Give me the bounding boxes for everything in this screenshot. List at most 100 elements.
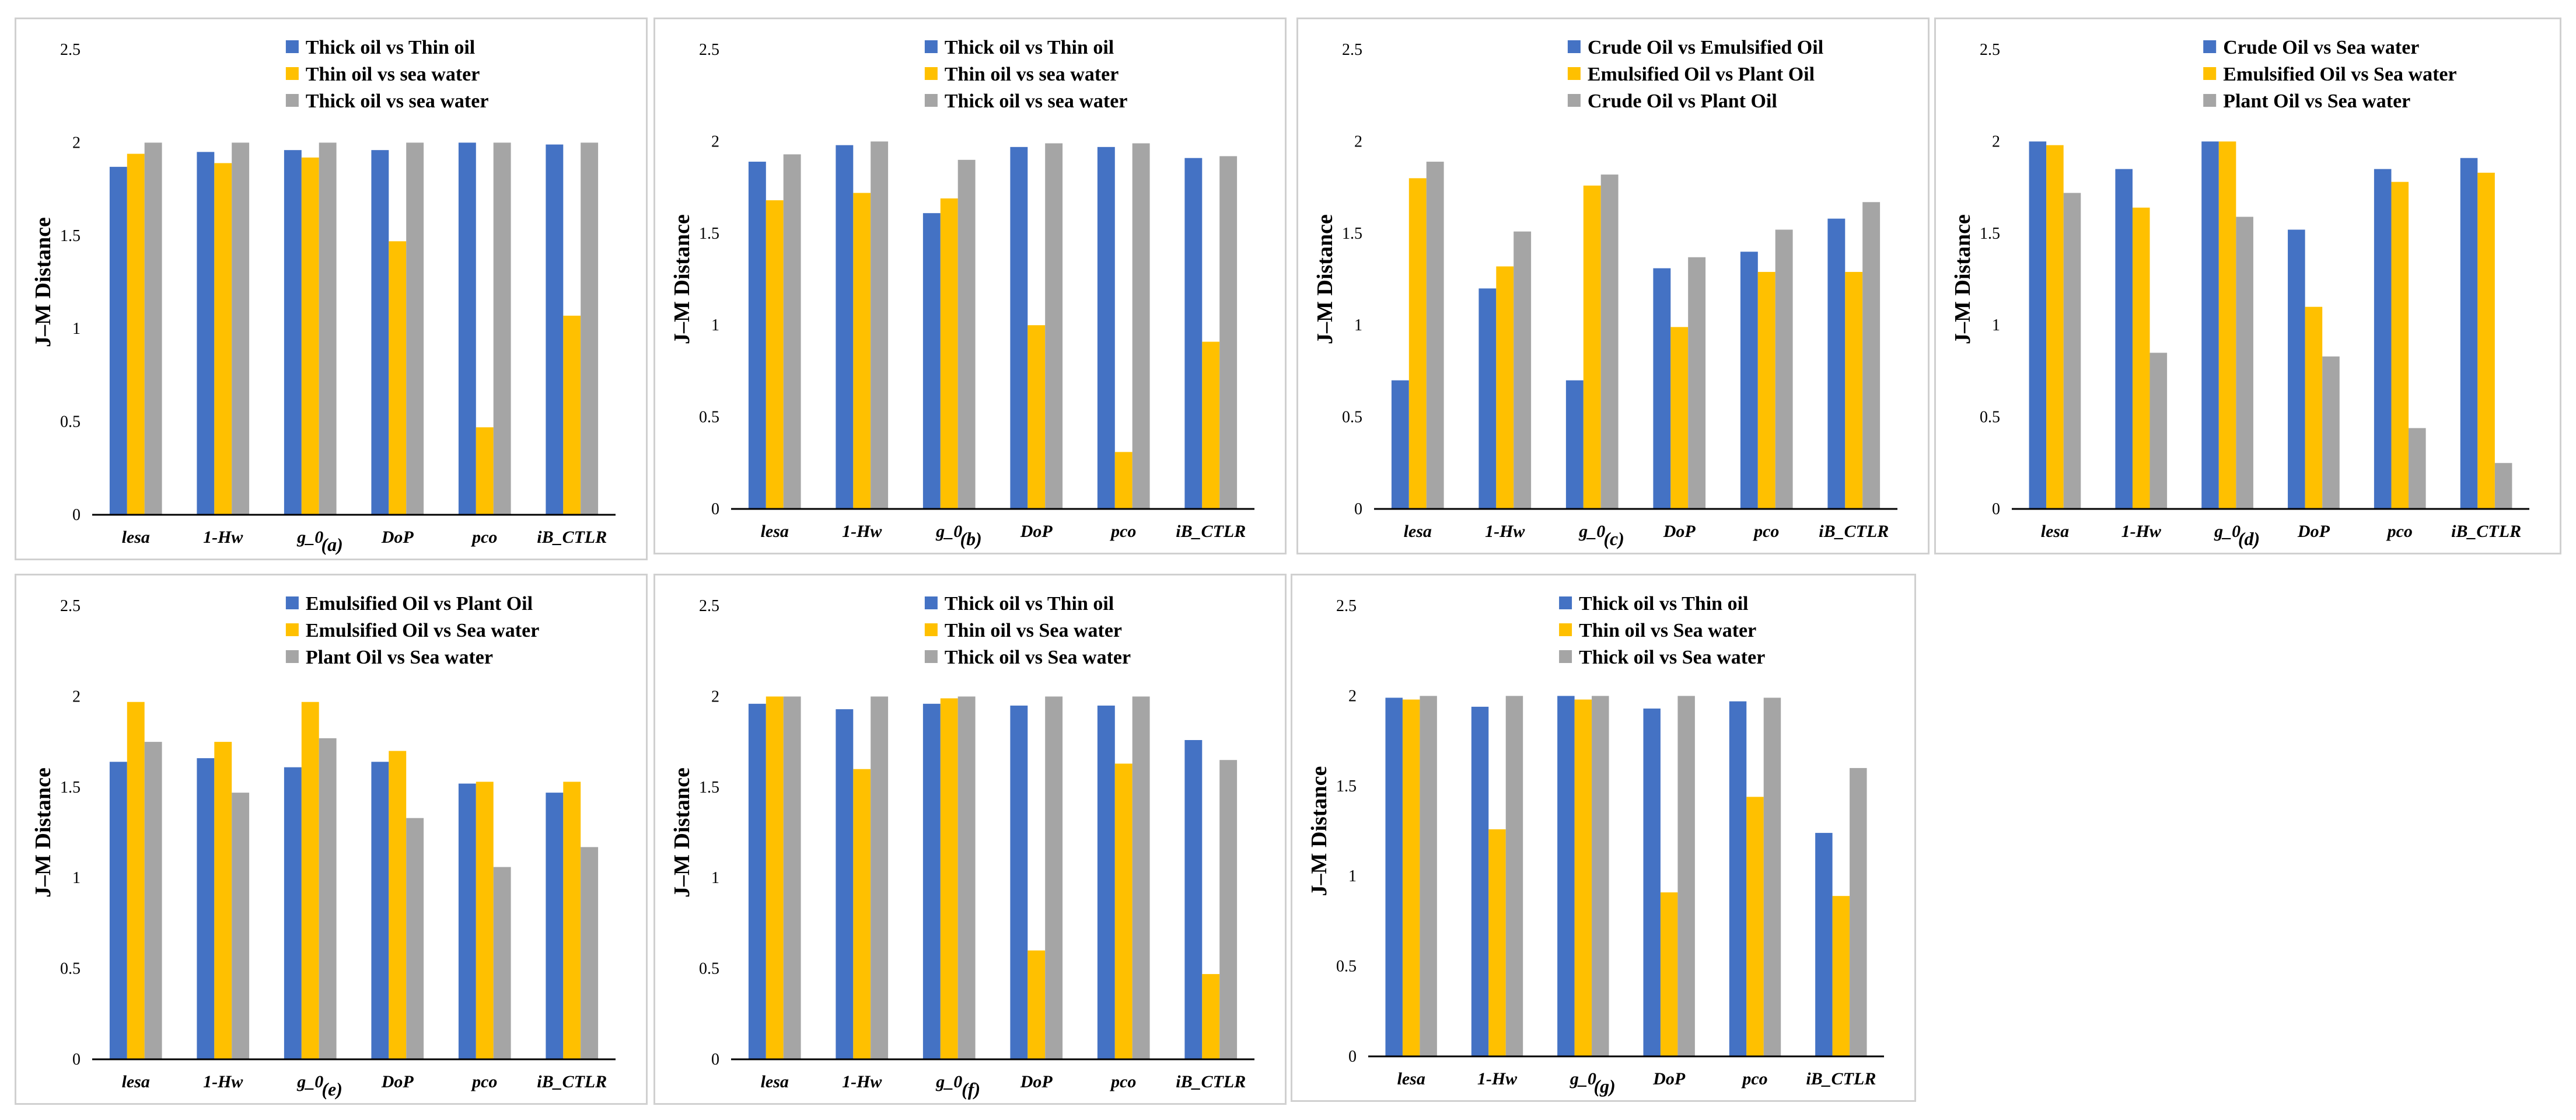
y-tick-label: 0.5 (699, 409, 719, 427)
bar-series1 (1729, 701, 1747, 1056)
legend-label: Thick oil vs Thin oil (1579, 593, 1748, 615)
x-category-label: lesa (122, 528, 150, 547)
bar-series2 (2477, 172, 2495, 509)
y-tick-label: 1.5 (60, 227, 81, 245)
x-category-label: g_0 (935, 522, 962, 541)
y-tick-label: 2.5 (699, 597, 719, 615)
x-category-label: pco (2386, 522, 2413, 541)
y-tick-label: 2 (711, 132, 719, 151)
x-category-label: iB_CTLR (1176, 522, 1246, 541)
y-tick-label: 2.5 (1342, 41, 1362, 59)
legend-swatch (1559, 596, 1572, 609)
y-tick-label: 0.5 (1342, 409, 1362, 427)
x-category-label: iB_CTLR (537, 1072, 607, 1091)
y-axis-label: J–M Distance (1951, 214, 1975, 344)
bar-series1 (2115, 169, 2133, 509)
bar-series3 (1862, 202, 1881, 509)
bar-series2 (127, 153, 145, 515)
bar-series2 (1202, 974, 1220, 1059)
y-tick-label: 1 (1348, 867, 1357, 885)
legend-label: Thin oil vs Sea water (945, 620, 1122, 641)
bar-series3 (1219, 156, 1238, 509)
x-category-label: g_0 (296, 528, 323, 547)
bar-series1 (546, 793, 564, 1059)
legend-swatch (924, 67, 938, 80)
bar-series3 (1045, 143, 1063, 510)
bar-series2 (214, 163, 232, 515)
bar-series2 (476, 781, 494, 1059)
bar-series3 (144, 142, 162, 515)
legend-swatch (1567, 67, 1581, 80)
bar-series3 (1420, 696, 1437, 1056)
bar-series1 (284, 767, 302, 1059)
bar-series2 (1832, 896, 1850, 1056)
bar-series3 (2322, 356, 2340, 509)
x-category-label: 1-Hw (1485, 522, 1525, 541)
bar-series3 (1505, 696, 1523, 1056)
y-tick-label: 2.5 (60, 597, 81, 615)
y-axis-label: J–M Distance (1307, 766, 1331, 896)
bar-series2 (1757, 271, 1775, 509)
y-tick-label: 0 (1348, 1048, 1357, 1066)
bar-series1 (1815, 833, 1833, 1056)
bar-series3 (1132, 696, 1150, 1059)
bar-series1 (458, 142, 476, 515)
y-tick-label: 1.5 (699, 225, 719, 243)
legend-label: Thick oil vs Thin oil (945, 593, 1114, 615)
legend-swatch (2203, 40, 2217, 53)
bar-series3 (1426, 162, 1444, 509)
x-category-label: pco (1752, 522, 1779, 541)
y-tick-label: 2 (711, 688, 719, 706)
bar-series3 (1600, 175, 1619, 510)
x-category-label: pco (1109, 1072, 1136, 1091)
x-category-label: lesa (1397, 1069, 1425, 1088)
legend-label: Crude Oil vs Emulsified Oil (1588, 37, 1823, 58)
y-tick-label: 1.5 (1980, 225, 2000, 243)
legend-label: Thin oil vs sea water (306, 64, 480, 85)
bar-series1 (2029, 141, 2047, 509)
chart-panel-g: J–M Distance 0 0.5 1 1.5 2 2.5 lesa 1-Hw g_0 DoP pc… (1291, 574, 1916, 1102)
bar-series1 (1097, 146, 1115, 509)
legend-swatch (1559, 623, 1572, 636)
bar-series2 (853, 193, 871, 509)
bar-series2 (1574, 699, 1592, 1056)
legend-swatch (1559, 650, 1572, 663)
x-category-label: g_0 (1570, 1069, 1596, 1088)
x-category-label: 1-Hw (1477, 1069, 1518, 1088)
bar-series3 (871, 696, 889, 1059)
bar-series3 (871, 141, 889, 509)
bar-series2 (563, 781, 581, 1059)
y-tick-label: 2.5 (1336, 597, 1357, 615)
legend-swatch (2203, 94, 2217, 107)
bar-series1 (922, 213, 941, 509)
y-tick-label: 2 (1354, 132, 1362, 151)
bar-series3 (1775, 229, 1793, 509)
bar-series1 (1479, 288, 1497, 509)
bar-series1 (2374, 169, 2392, 509)
bar-series3 (493, 142, 511, 515)
legend-label: Emulsified Oil vs Plant Oil (306, 593, 533, 615)
bar-series1 (284, 150, 302, 515)
bar-series1 (1385, 697, 1403, 1056)
bar-series1 (109, 762, 127, 1059)
y-tick-label: 0 (711, 500, 719, 518)
bar-series3 (1850, 767, 1867, 1056)
bar-series1 (197, 152, 215, 515)
x-category-label: pco (1109, 522, 1136, 541)
x-category-label: g_0 (935, 1072, 962, 1091)
legend-label: Emulsified Oil vs Sea water (306, 620, 539, 641)
legend-swatch (1567, 94, 1581, 107)
bar-series2 (766, 696, 784, 1059)
panel-label: (g) (1594, 1076, 1616, 1097)
bar-series1 (1827, 218, 1846, 509)
legend-label: Thick oil vs sea water (945, 90, 1128, 112)
legend-label: Thick oil vs Sea water (1579, 647, 1765, 668)
legend-swatch (924, 596, 938, 609)
bar-series1 (1391, 380, 1409, 509)
legend-swatch (285, 623, 299, 636)
x-category-label: lesa (1404, 522, 1432, 541)
chart-svg: J–M Distance 0 0.5 1 1.5 2 2.5 lesa 1-Hw g_0 DoP pc… (31, 593, 616, 1100)
x-category-label: g_0 (1578, 522, 1605, 541)
x-category-label: DoP (1020, 522, 1053, 541)
bar-series1 (1471, 706, 1489, 1056)
